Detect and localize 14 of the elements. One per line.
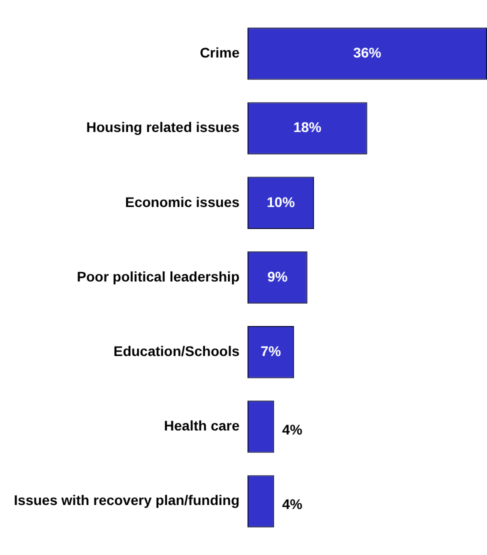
data-label: 36% [353,44,382,61]
y-tick-label: Housing related issues [86,119,240,136]
y-tick-label: Crime [200,44,240,61]
data-label: 4% [282,496,303,512]
y-tick-label: Education/Schools [113,342,240,359]
data-label: 7% [260,342,282,359]
data-label: 9% [267,268,288,284]
data-label: 18% [293,119,322,136]
data-label: 4% [282,422,303,438]
y-tick-label: Health care [164,418,240,434]
y-tick-label: Issues with recovery plan/funding [14,492,240,508]
y-tick-label: Poor political leadership [76,268,240,284]
y-tick-label: Economic issues [125,194,240,210]
data-label: 10% [266,194,296,210]
